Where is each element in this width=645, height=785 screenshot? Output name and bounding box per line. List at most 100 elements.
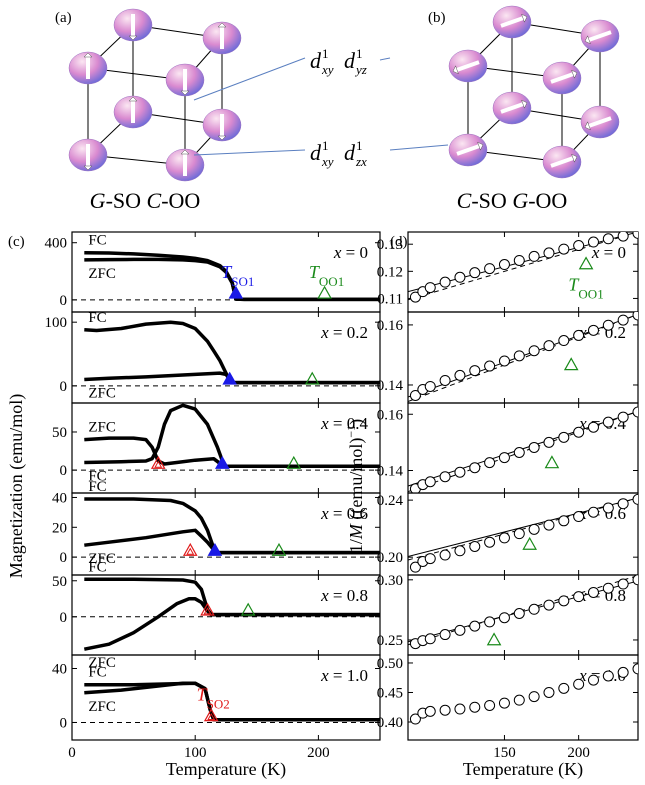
magnetization-line (84, 530, 380, 552)
y-tick-label: 0.50 (377, 656, 403, 672)
data-point (470, 268, 480, 278)
data-point (485, 700, 495, 710)
subplot: 0100x = 0.2FCZFC (45, 310, 381, 403)
data-point (455, 625, 465, 635)
orbital-sup: 1 (322, 138, 329, 153)
data-point (559, 432, 569, 442)
data-point (499, 698, 509, 708)
subplot: 0.200.24x = 0.6 (377, 493, 643, 575)
data-point (559, 683, 569, 693)
orbital-base: d (310, 48, 322, 73)
annotation-text: = 0.8 (329, 586, 368, 605)
subplot: 0.140.16x = 0.4 (377, 403, 643, 494)
data-point (455, 704, 465, 714)
data-point (603, 417, 613, 427)
data-point (425, 381, 435, 391)
data-point (455, 546, 465, 556)
data-point (440, 630, 450, 640)
data-point (618, 499, 628, 509)
orbital-sup: 1 (322, 46, 329, 61)
annotation: x = 0.8 (578, 586, 626, 605)
transition-marker (565, 358, 578, 369)
data-point (455, 467, 465, 477)
data-point (618, 667, 628, 677)
y-tick-label: 0.12 (377, 264, 403, 280)
data-point (440, 375, 450, 385)
data-point (440, 550, 450, 560)
magnetization-line (84, 599, 380, 649)
data-point (514, 608, 524, 618)
y-tick-label: 0 (60, 463, 68, 479)
data-point (485, 264, 495, 274)
x-axis-title: Temperature (K) (463, 759, 583, 780)
data-point (574, 427, 584, 437)
data-point (633, 228, 643, 238)
data-point (514, 695, 524, 705)
data-point (559, 596, 569, 606)
data-point (559, 336, 569, 346)
plot-area (410, 664, 643, 724)
transition-marker (488, 634, 501, 645)
data-point (633, 664, 643, 674)
plot-area (408, 407, 643, 494)
data-point (574, 592, 584, 602)
data-point (574, 330, 584, 340)
y-tick-label: 400 (45, 236, 68, 252)
y-tick-label: 0.40 (377, 715, 403, 731)
data-point (425, 283, 435, 293)
y-tick-label: 0.14 (377, 464, 404, 480)
data-point (529, 604, 539, 614)
subplot: 0.250.30x = 0.8 (377, 573, 643, 655)
data-point (440, 472, 450, 482)
y-axis-title-part: −1 (344, 425, 358, 438)
diagram-caption: G-SO C-OO (90, 188, 201, 213)
magnetization-line (84, 683, 380, 720)
series-label: ZFC (88, 385, 116, 401)
transition-label: TSO1 (221, 262, 254, 289)
data-point (603, 671, 613, 681)
y-tick-label: 0.16 (377, 407, 404, 423)
caption-part: -SO (471, 188, 512, 213)
annotation-text: = 0 (341, 243, 368, 262)
transition-label-sub: OO1 (578, 286, 603, 301)
data-point (574, 679, 584, 689)
data-point (544, 248, 554, 258)
y-tick-label: 50 (52, 425, 67, 441)
y-tick-label: 0.14 (377, 378, 404, 394)
y-tick-label: 0.24 (377, 493, 404, 509)
data-point (618, 579, 628, 589)
annotation: x = 0.8 (320, 586, 368, 605)
x-tick-label: 200 (307, 745, 330, 761)
series-label: FC (88, 665, 106, 681)
data-point (529, 251, 539, 261)
data-point (603, 234, 613, 244)
orbital-sub: zx (355, 154, 367, 169)
orbital-base: d (344, 140, 356, 165)
y-tick-label: 0.45 (377, 685, 403, 701)
subplot: 0.140.16x = 0.2 (377, 310, 643, 403)
data-point (603, 503, 613, 513)
data-point (485, 361, 495, 371)
annotation-text: = 0.2 (329, 323, 368, 342)
caption-part: C (457, 188, 472, 213)
y-tick-label: 0.11 (377, 291, 403, 307)
data-point (470, 463, 480, 473)
data-point (440, 705, 450, 715)
data-point (529, 692, 539, 702)
data-point (633, 575, 643, 585)
data-point (574, 512, 584, 522)
data-point (499, 260, 509, 270)
y-tick-label: 20 (52, 520, 67, 536)
x-tick-label: 0 (68, 745, 76, 761)
connector (194, 150, 305, 155)
plot-area (408, 494, 643, 572)
series-label: FC (88, 559, 106, 575)
y-axis-title-part: ) (346, 419, 367, 425)
data-point (485, 617, 495, 627)
y-tick-label: 100 (45, 315, 68, 331)
data-point (603, 320, 613, 330)
figure: (a)G-SO C-OO(b)C-SO G-OOd1xyd1yzd1xyd1zx… (0, 0, 645, 785)
page: (a)G-SO C-OO(b)C-SO G-OOd1xyd1yzd1xyd1zx… (0, 0, 645, 785)
data-point (603, 583, 613, 593)
